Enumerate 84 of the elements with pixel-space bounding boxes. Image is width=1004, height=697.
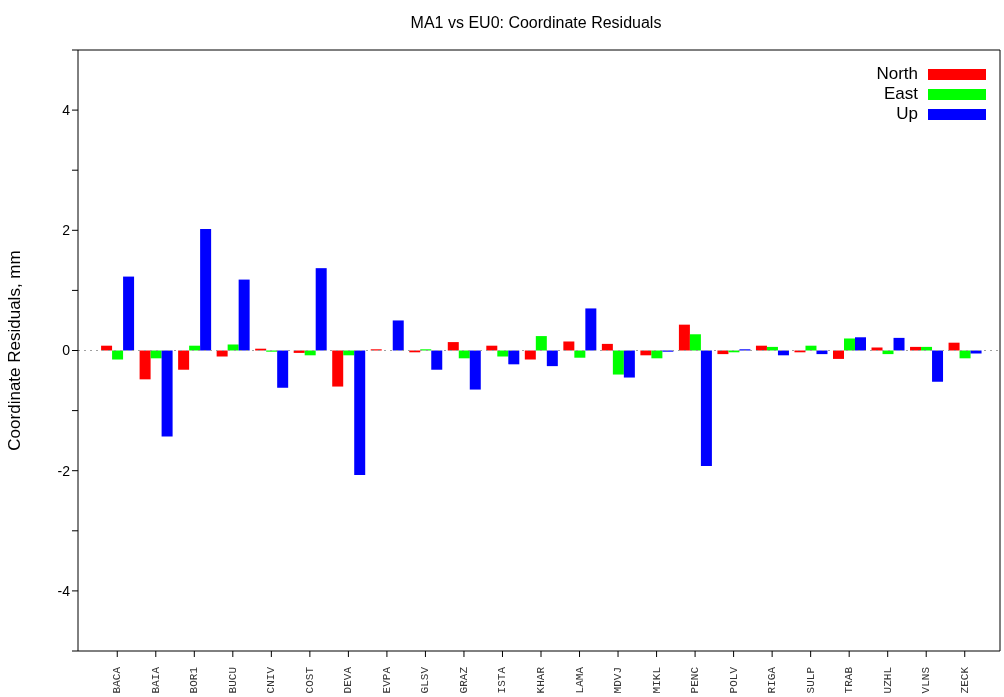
bar [123, 276, 135, 351]
bar [161, 350, 173, 437]
x-tick-label: SULP [804, 666, 817, 694]
bar [574, 350, 586, 358]
x-tick-label: RIGA [766, 666, 779, 694]
x-tick-label: DEVA [342, 666, 355, 694]
x-tick-label: KHAR [535, 666, 547, 694]
bar [354, 350, 366, 475]
bar [893, 337, 905, 351]
x-tick-label: MDVJ [612, 667, 625, 694]
x-tick-label: BOR1 [188, 666, 201, 694]
bar [932, 350, 944, 382]
bar [200, 229, 212, 351]
bar [524, 350, 536, 360]
x-tick-label: GLSV [419, 666, 432, 694]
bar [546, 350, 558, 367]
bar [150, 350, 162, 359]
x-tick-label: ISTA [496, 666, 509, 694]
bar [447, 342, 459, 351]
x-tick-label: VLNS [920, 666, 933, 694]
bar [315, 268, 327, 351]
legend-label: Up [896, 104, 918, 124]
bar [854, 337, 866, 351]
y-tick-label: 0 [62, 342, 71, 359]
y-axis-title: Coordinate Residuals, mm [5, 250, 25, 451]
x-tick-label: UZHL [881, 667, 894, 694]
bar [101, 345, 113, 351]
bar [921, 346, 933, 351]
x-tick-label: BUCU [226, 667, 239, 694]
bar [871, 347, 883, 351]
bar [948, 342, 960, 351]
bar [843, 338, 855, 351]
bar [469, 350, 481, 390]
x-tick-label: GRAZ [457, 666, 470, 694]
bar [227, 344, 239, 351]
y-tick-label: -4 [57, 582, 71, 599]
bar [678, 324, 690, 351]
bar [623, 350, 635, 378]
x-tick-label: EVPA [380, 666, 393, 694]
bar [497, 350, 509, 357]
bar [689, 334, 701, 351]
y-tick-label: 4 [62, 102, 71, 119]
x-tick-label: MIKL [650, 667, 663, 694]
bar [238, 279, 250, 351]
bar [486, 345, 498, 351]
bar [910, 346, 922, 351]
bar [755, 345, 767, 351]
bar [766, 346, 778, 351]
x-tick-label: LAMA [573, 666, 586, 694]
bar [431, 350, 443, 370]
x-tick-label: CNIV [265, 666, 278, 694]
bar [178, 350, 190, 370]
bar [112, 350, 124, 360]
bar [189, 345, 201, 351]
y-tick-label: 2 [62, 222, 71, 239]
bar [139, 350, 151, 380]
bar [563, 341, 575, 351]
x-tick-label: ZECK [958, 666, 971, 694]
bar [277, 350, 289, 388]
bar [508, 350, 520, 365]
legend-label: East [883, 84, 918, 104]
bar [805, 345, 817, 351]
bar [959, 350, 971, 359]
y-tick-label: -2 [57, 462, 71, 479]
bar [970, 350, 982, 354]
bar [458, 350, 470, 359]
x-tick-label: COST [303, 666, 316, 694]
bar [700, 350, 712, 466]
bar [392, 320, 404, 351]
chart-title: MA1 vs EU0: Coordinate Residuals [409, 13, 663, 33]
x-tick-label: POLV [727, 666, 740, 694]
x-tick-label: BAIA [149, 666, 162, 694]
legend-label: North [876, 64, 918, 84]
x-tick-label: BACA [111, 666, 124, 694]
bar [601, 343, 613, 351]
x-tick-label: PENC [689, 666, 702, 694]
bar [612, 350, 624, 375]
bar [832, 350, 844, 359]
x-tick-label: TRAB [843, 666, 856, 694]
bar [535, 336, 547, 351]
bar [651, 350, 663, 359]
bar [216, 350, 228, 357]
bar [332, 350, 344, 387]
bar [585, 308, 597, 351]
